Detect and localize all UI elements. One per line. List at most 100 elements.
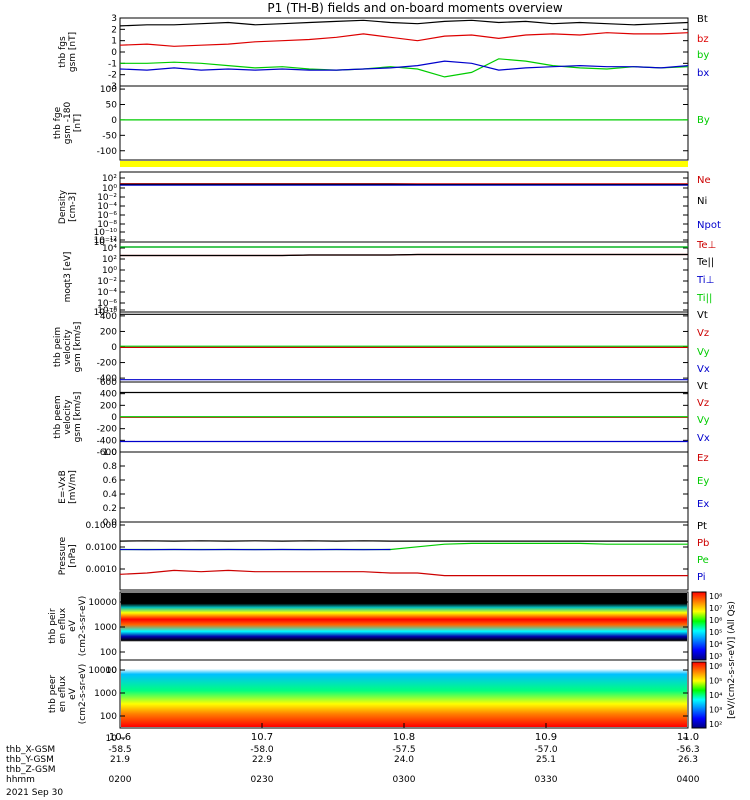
y-tick-label: -400 — [97, 374, 118, 384]
y-axis-label: eV — [68, 687, 78, 700]
y-tick-label: 10⁻⁸ — [97, 220, 117, 230]
legend-npot: Npot — [697, 220, 721, 231]
ephemeris-value: -57.0 — [534, 745, 558, 755]
colorbar-upper — [691, 591, 707, 661]
panel-electron-spectrogram: 10000 1000 100 10 thb peer en eflux eV (cm2-s-s… — [48, 659, 689, 744]
y-tick-label: 100 — [100, 648, 117, 658]
legend-ey: Ey — [697, 476, 709, 487]
colorbar-tick-label: 10³ — [709, 652, 722, 661]
legend-bx: bx — [697, 68, 709, 79]
y-tick-label: 10² — [102, 255, 117, 265]
y-tick-label: 200 — [100, 327, 117, 337]
legend-vx: Vx — [697, 364, 710, 375]
y-tick-label: 10⁻¹⁴ — [94, 238, 118, 248]
y-axis-label: E=-VxB — [58, 470, 68, 504]
ephemeris-label: thb_Z-GSM — [6, 765, 55, 775]
panel-fgs: 32 10-1 -2-3 thb fgs gsm [nT] Bt bz by bx — [58, 14, 709, 92]
y-tick-label: 10⁻¹⁰ — [94, 228, 118, 238]
y-tick-label: 1 — [111, 37, 117, 47]
y-axis-label: [nT] — [73, 114, 83, 132]
ephemeris-value: 0300 — [393, 775, 416, 785]
panel-ion-velocity: 400 200 0 -200 -400 thb peim velocity gsm [km/s… — [53, 310, 710, 384]
y-tick-label: 10⁻⁸ — [97, 306, 117, 316]
legend-by: by — [697, 50, 709, 61]
ephemeris-value: 21.9 — [110, 755, 130, 765]
legend-bt: Bt — [697, 14, 708, 25]
y-tick-label: 1000 — [94, 689, 117, 699]
series-line-by — [120, 58, 689, 78]
ephemeris-value: 0330 — [535, 775, 558, 785]
y-axis-label: gsm [km/s] — [73, 392, 83, 443]
y-axis-label: velocity — [63, 399, 73, 435]
panel-fge: 100 50 0 -50 -100 thb fge gsm -180 [nT] By — [53, 85, 710, 161]
ephemeris-value: -57.5 — [392, 745, 415, 755]
y-tick-label: 100 — [100, 85, 117, 95]
legend-ni: Ni — [697, 196, 707, 207]
y-tick-label: 10⁻⁴ — [97, 288, 117, 298]
y-tick-label: 400 — [100, 312, 117, 322]
colorbar-tick-label: 10² — [709, 720, 722, 729]
legend-vt: Vt — [697, 310, 708, 321]
legend-by: By — [697, 115, 710, 126]
x-tick-label: 11.0 — [677, 732, 699, 743]
legend-vy: Vy — [697, 415, 710, 426]
colorbar-lower — [691, 661, 707, 729]
y-tick-label: 10⁰ — [102, 184, 117, 194]
y-tick-label: -400 — [97, 436, 118, 446]
y-tick-label: 0 — [111, 116, 117, 126]
y-tick-label: -600 — [97, 448, 118, 458]
ephemeris-label: thb_Y-GSM — [6, 755, 54, 765]
y-axis-label: thb fgs — [58, 36, 68, 68]
colorbar-tick-label: 10⁵ — [709, 677, 722, 686]
y-tick-label: 10⁴ — [102, 244, 117, 254]
legend-vt: Vt — [697, 381, 708, 392]
legend-pe: Pe — [697, 555, 709, 566]
y-tick-label: 10⁻² — [97, 277, 117, 287]
y-tick-label: 0 — [111, 413, 117, 423]
y-axis-label: thb peem — [53, 395, 63, 438]
y-tick-label: 0.1000 — [86, 521, 118, 531]
y-tick-label: 600 — [100, 378, 117, 388]
y-axis-label: gsm [km/s] — [73, 322, 83, 373]
legend-pi: Pi — [697, 572, 706, 583]
y-axis-label: (cm2-s-sr-eV) — [78, 664, 88, 724]
y-axis-label: thb peim — [53, 327, 63, 367]
ephemeris-label: thb_X-GSM — [6, 745, 55, 755]
y-tick-label: 10000 — [88, 598, 117, 608]
colorbar-label: [eV/(cm2-s-sr-eV)] (All Qs) — [727, 601, 737, 719]
y-tick-label: -3 — [108, 82, 117, 92]
ephemeris-value: 0400 — [677, 775, 700, 785]
y-tick-label: 200 — [100, 401, 117, 411]
legend-te: Te|| — [696, 257, 714, 268]
y-tick-label: 10⁻⁶ — [97, 299, 117, 309]
colorbar-tick-label: 10⁸ — [709, 592, 722, 601]
spectrogram-fill — [121, 593, 687, 659]
ephemeris-label: hhmm — [6, 775, 35, 785]
y-tick-label: 400 — [100, 390, 117, 400]
ephemeris-value: 22.9 — [252, 755, 272, 765]
y-tick-label: -200 — [97, 425, 118, 435]
y-axis-label: [mV/m] — [68, 470, 78, 504]
y-axis-label: [nPa] — [68, 544, 78, 567]
legend-vz: Vz — [697, 328, 709, 339]
colorbar-tick-label: 10⁶ — [709, 616, 722, 625]
ephemeris-value: -58.0 — [250, 745, 274, 755]
y-tick-label: 0.6 — [103, 476, 118, 486]
legend-ti: Ti|| — [696, 293, 712, 304]
y-tick-label: 0.0010 — [86, 565, 118, 575]
ephemeris-value: 24.0 — [394, 755, 414, 765]
ephemeris-value: 25.1 — [536, 755, 556, 765]
series-line-pe — [120, 542, 688, 551]
series-line-bz — [119, 32, 689, 47]
panel-frame — [119, 17, 689, 87]
colorbar-tick-label: 10⁴ — [709, 640, 722, 649]
y-tick-label: 10 — [106, 734, 118, 744]
legend-ex: Ex — [697, 499, 709, 510]
panel-frame — [119, 521, 689, 591]
y-axis-label: [cm-3] — [68, 192, 78, 222]
y-tick-label: 10⁻⁶ — [97, 211, 117, 221]
colorbar-tick-label: 10⁴ — [709, 691, 722, 700]
